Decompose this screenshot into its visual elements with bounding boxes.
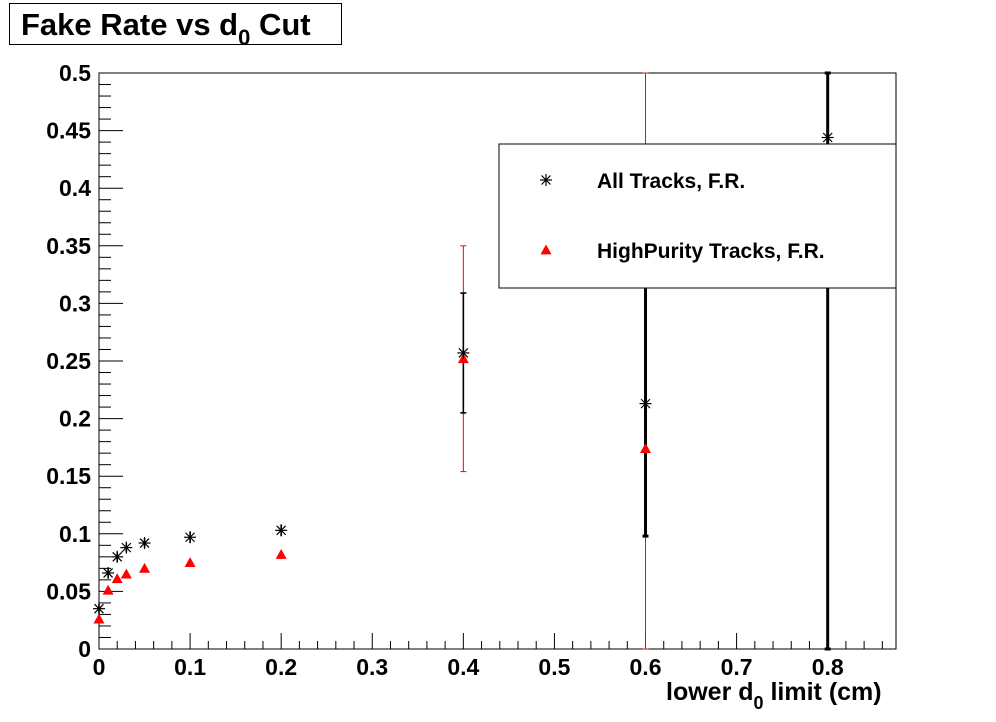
triangle-marker xyxy=(540,244,552,255)
chart-title-prefix: Fake Rate vs d xyxy=(21,7,239,42)
asterisk-marker xyxy=(102,566,115,579)
legend-label: All Tracks, F.R. xyxy=(597,170,745,193)
y-tick-label: 0.3 xyxy=(59,290,91,316)
chart-title-subscript: 0 xyxy=(238,25,251,50)
x-tick-label: 0.1 xyxy=(174,654,206,680)
x-tick-label: 0 xyxy=(93,654,106,680)
y-tick-label: 0.2 xyxy=(59,406,91,432)
x-axis-label-subscript: 0 xyxy=(753,693,764,713)
x-tick-label: 0.5 xyxy=(538,654,570,680)
x-tick-label: 0.2 xyxy=(265,654,297,680)
asterisk-marker xyxy=(93,602,105,615)
x-tick-label: 0.3 xyxy=(356,654,388,680)
x-axis-label: lower d0 limit (cm) xyxy=(666,677,882,713)
triangle-marker xyxy=(275,549,287,559)
asterisk-marker xyxy=(821,131,834,144)
triangle-marker xyxy=(184,557,196,567)
y-tick-label: 0.25 xyxy=(46,348,91,374)
triangle-marker xyxy=(139,562,151,573)
x-tick-label: 0.7 xyxy=(721,654,753,680)
x-axis-label-prefix: lower d xyxy=(666,678,754,706)
y-tick-label: 0.45 xyxy=(46,118,91,144)
x-tick-label: 0.4 xyxy=(447,654,479,680)
asterisk-marker xyxy=(639,397,652,410)
y-tick-label: 0.05 xyxy=(46,578,91,604)
y-tick-label: 0.15 xyxy=(46,463,91,489)
x-tick-label: 0.6 xyxy=(630,654,662,680)
legend-entry: All Tracks, F.R. xyxy=(540,170,745,193)
asterisk-marker xyxy=(120,541,133,554)
triangle-marker xyxy=(93,613,105,624)
legend-label: HighPurity Tracks, F.R. xyxy=(597,240,825,263)
y-tick-label: 0.1 xyxy=(59,521,91,547)
triangle-marker xyxy=(120,568,132,579)
asterisk-marker xyxy=(138,537,151,550)
triangle-marker xyxy=(640,443,652,453)
asterisk-marker xyxy=(184,531,197,544)
asterisk-marker xyxy=(275,524,288,537)
asterisk-marker xyxy=(111,550,124,563)
triangle-marker xyxy=(111,573,123,584)
x-tick-label: 0.8 xyxy=(812,654,844,680)
chart-title: Fake Rate vs d0 Cut xyxy=(21,7,311,50)
chart-title-suffix: Cut xyxy=(250,7,311,42)
x-tick-labels: 0 0.1 0.2 0.3 0.4 0.5 0.6 0.7 0.8 xyxy=(93,654,844,680)
legend-box xyxy=(498,143,897,289)
triangle-marker xyxy=(102,584,114,595)
legend-entry: HighPurity Tracks, F.R. xyxy=(540,240,825,263)
legend: All Tracks, F.R. HighPurity Tracks, F.R. xyxy=(498,143,897,289)
y-tick-label: 0.4 xyxy=(59,175,91,201)
y-tick-label: 0.35 xyxy=(46,233,91,259)
asterisk-marker xyxy=(457,346,470,359)
y-tick-labels: 0 0.05 0.1 0.15 0.2 0.25 0.3 0.35 0.4 0.45 0.5 xyxy=(46,60,91,662)
data-markers xyxy=(93,131,834,624)
x-axis-label-suffix: limit (cm) xyxy=(763,678,882,706)
chart-title-box: Fake Rate vs d0 Cut xyxy=(9,3,342,50)
y-tick-label: 0 xyxy=(78,636,91,662)
y-tick-label: 0.5 xyxy=(59,60,91,86)
axis-ticks xyxy=(98,72,883,650)
asterisk-marker xyxy=(540,174,552,186)
